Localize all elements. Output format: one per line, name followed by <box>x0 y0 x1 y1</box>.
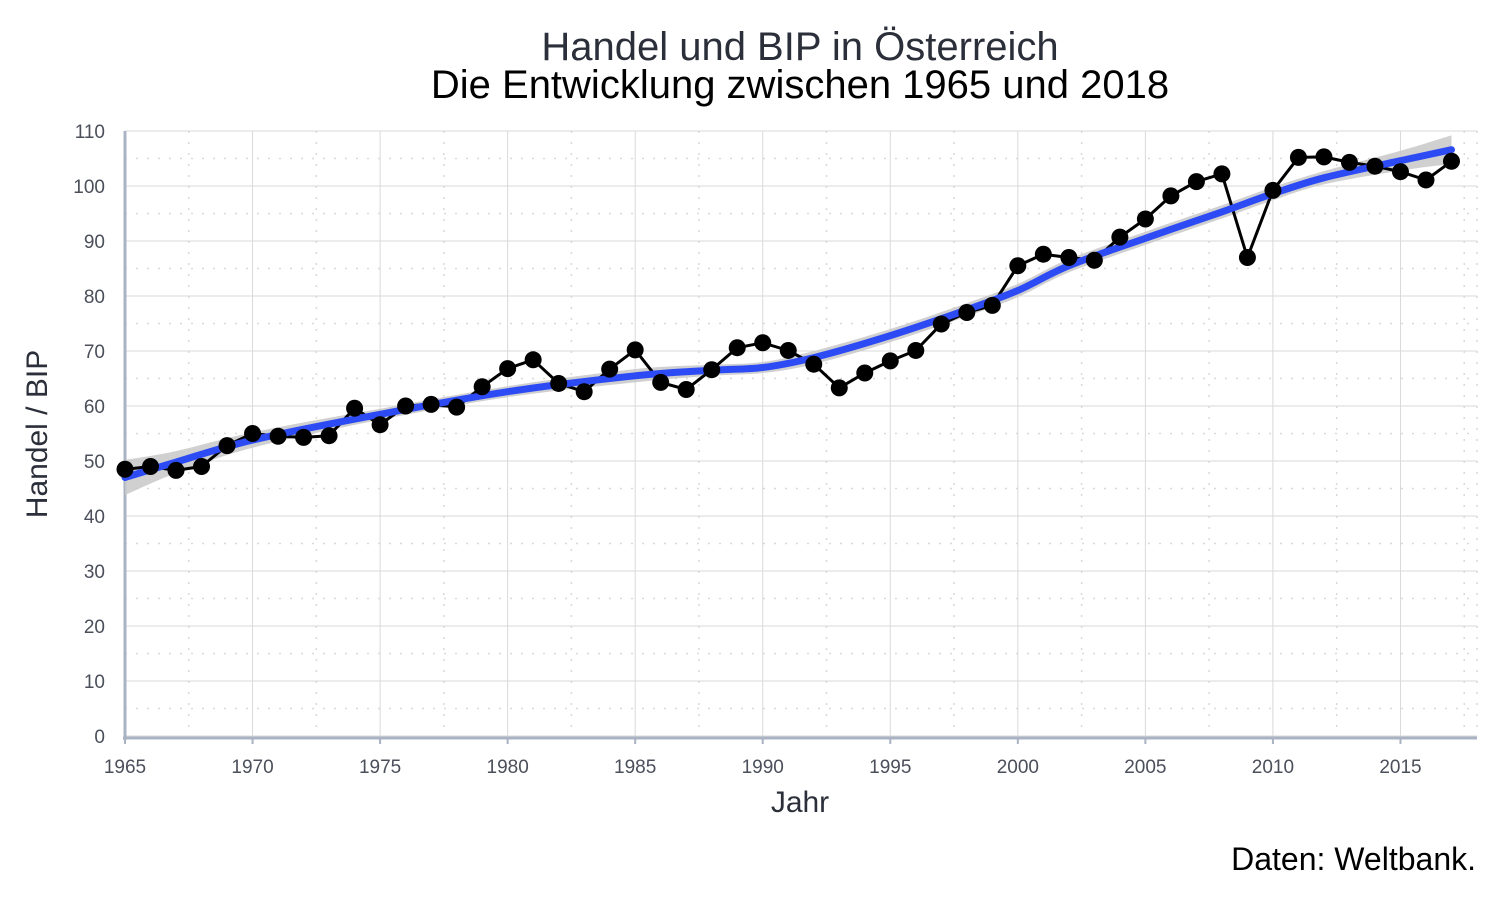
x-tick-label: 2000 <box>997 757 1039 778</box>
data-point <box>575 383 593 401</box>
data-point <box>1340 153 1358 171</box>
data-point <box>1009 257 1027 275</box>
data-point <box>473 378 491 396</box>
x-tick-label: 1975 <box>359 757 401 778</box>
data-point <box>371 416 389 434</box>
data-point <box>193 458 211 475</box>
data-point <box>677 381 695 398</box>
data-point <box>1417 171 1435 189</box>
data-point <box>218 437 236 455</box>
data-point <box>779 341 797 359</box>
data-point <box>958 304 976 321</box>
data-point <box>1213 165 1231 183</box>
data-point <box>703 361 721 379</box>
y-tick-label: 10 <box>84 672 105 693</box>
trend-line-path <box>121 146 1455 481</box>
x-tick-label: 1970 <box>231 757 273 778</box>
chart-title: Handel und BIP in Österreich <box>541 25 1058 69</box>
y-axis-label: Handel / BIP <box>21 350 54 518</box>
data-point <box>1085 251 1103 269</box>
x-tick-label: 2010 <box>1252 757 1294 778</box>
y-tick-label: 40 <box>84 507 105 528</box>
y-tick-label: 80 <box>84 287 105 308</box>
data-point <box>422 395 440 413</box>
data-point <box>1366 157 1384 175</box>
data-point <box>448 398 466 416</box>
data-point <box>244 425 262 442</box>
data-point <box>983 296 1001 314</box>
data-point <box>397 397 415 415</box>
grid <box>124 130 1478 737</box>
x-tick-label: 2005 <box>1124 757 1166 778</box>
data-point <box>1034 245 1052 263</box>
y-tick-label: 50 <box>84 452 105 473</box>
chart-subtitle: Die Entwicklung zwischen 1965 und 2018 <box>431 63 1169 107</box>
tick-labels: 0 10 20 30 40 50 60 70 80 90 100 110 1965 1970 1975 198… <box>73 122 1421 778</box>
data-point <box>652 373 670 391</box>
y-tick-label: 30 <box>84 562 105 583</box>
y-tick-label: 100 <box>73 177 105 198</box>
data-point <box>805 355 823 373</box>
data-point <box>932 315 950 333</box>
data-point <box>1442 152 1460 170</box>
y-tick-label: 20 <box>84 617 105 638</box>
x-tick-label: 1990 <box>742 757 784 778</box>
data-point <box>499 360 517 378</box>
y-tick-label: 110 <box>75 122 105 143</box>
data-point <box>1162 187 1180 205</box>
data-point <box>626 341 644 359</box>
data-point <box>881 352 899 370</box>
x-tick-label: 2015 <box>1379 757 1421 778</box>
data-point <box>142 458 160 475</box>
x-axis-label: Jahr <box>771 786 829 819</box>
data-point <box>1060 249 1078 266</box>
data-point <box>830 379 848 397</box>
x-tick-label: 1980 <box>487 757 529 778</box>
trend-line <box>121 146 1455 481</box>
caption: Daten: Weltbank. <box>1231 841 1476 877</box>
y-tick-label: 60 <box>84 397 105 418</box>
data-point <box>1289 148 1307 166</box>
data-point <box>295 428 313 446</box>
data-point <box>601 360 619 378</box>
data-point <box>1238 249 1256 266</box>
data-point <box>1315 148 1333 166</box>
data-point <box>1391 163 1409 181</box>
data-point <box>269 427 287 445</box>
data-point <box>856 364 874 382</box>
y-tick-label: 0 <box>94 727 105 748</box>
x-tick-label: 1995 <box>869 757 911 778</box>
data-point <box>550 374 568 392</box>
data-point <box>1187 173 1205 191</box>
data-points <box>116 148 1460 479</box>
y-tick-label: 90 <box>84 232 105 253</box>
data-point <box>320 427 338 445</box>
axes <box>123 131 1477 744</box>
data-point <box>754 334 772 352</box>
x-tick-label: 1965 <box>104 757 146 778</box>
y-tick-label: 70 <box>84 342 105 363</box>
data-point <box>116 460 134 478</box>
data-point <box>728 339 746 357</box>
data-point <box>167 461 185 479</box>
data-point <box>524 351 542 369</box>
x-tick-label: 1985 <box>614 757 656 778</box>
data-point <box>1111 228 1129 246</box>
data-point <box>907 341 925 359</box>
data-point <box>346 399 364 417</box>
data-point <box>1264 181 1282 199</box>
data-point <box>1136 210 1154 228</box>
